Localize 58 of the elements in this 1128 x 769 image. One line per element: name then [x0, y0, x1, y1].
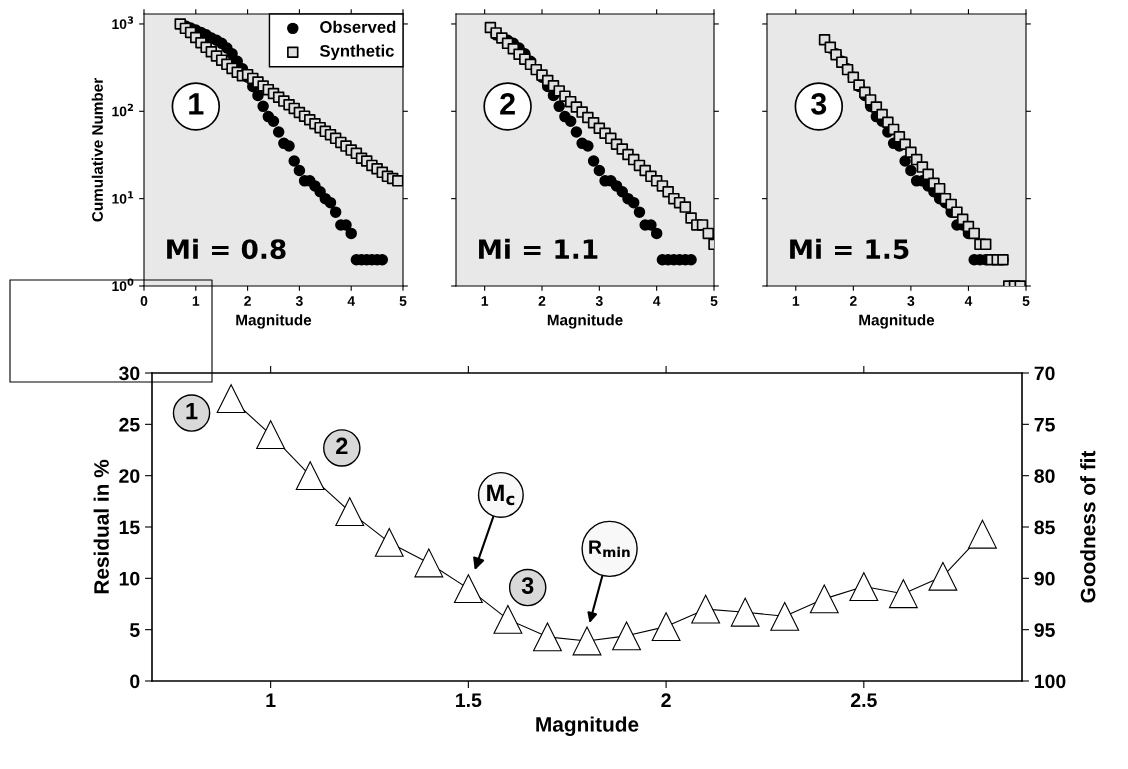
x-tick-label: 2.5 — [850, 693, 877, 708]
x-tick-label: 1 — [792, 296, 800, 306]
annotation: 1 — [186, 402, 198, 420]
x-tick-label: 4 — [964, 296, 973, 306]
x-tick-label: 3 — [907, 296, 915, 306]
y-axis-title: Residual in % — [93, 459, 109, 594]
y-axis-title: Cumulative Number — [91, 78, 103, 222]
y-tick-label: 15 — [119, 520, 140, 535]
annotation: 1 — [189, 93, 204, 115]
y2-axis-title: Goodness of fit — [1080, 450, 1096, 603]
x-tick-label: 3 — [595, 296, 603, 306]
x-tick-label: 2 — [538, 296, 546, 306]
x-tick-label: 4 — [347, 296, 355, 306]
x-tick-label: 3 — [295, 296, 303, 306]
y2-tick-label: 70 — [1034, 366, 1055, 381]
x-axis-title: Magnitude — [859, 314, 935, 329]
y2-tick-label: 95 — [1034, 623, 1055, 637]
y-tick-label: 5 — [129, 623, 140, 637]
annotation: 3 — [811, 93, 827, 115]
x-tick-label: 5 — [1022, 296, 1030, 306]
x-tick-label: 2 — [244, 296, 251, 306]
y2-tick-label: 90 — [1034, 571, 1055, 586]
x-tick-label: 2 — [661, 693, 671, 707]
x-tick-label: 1 — [192, 296, 200, 306]
x-axis-title: Magnitude — [236, 314, 312, 329]
y-tick-label: 10 — [119, 571, 140, 586]
legend-label: Observed — [320, 20, 396, 33]
y2-tick-label: 100 — [1035, 674, 1066, 689]
annotation: Mi = 1.1 — [479, 238, 598, 259]
y-tick-label: 10$^{1}$ — [112, 191, 134, 204]
legend-label: Synthetic — [319, 44, 394, 61]
annotation: 3 — [521, 577, 534, 594]
annotation: M$_{c}$ — [487, 484, 515, 506]
x-axis-title: Magnitude — [536, 716, 639, 736]
x-tick-label: 0 — [140, 296, 148, 306]
annotation: 2 — [336, 437, 348, 455]
x-tick-label: 4 — [653, 296, 661, 306]
annotation: 2 — [500, 93, 515, 115]
x-tick-label: 1 — [481, 296, 489, 306]
y2-tick-label: 80 — [1034, 469, 1055, 483]
annotation: Mi = 0.8 — [167, 238, 286, 260]
y-tick-label: 10$^{3}$ — [112, 16, 134, 30]
x-tick-label: 2 — [849, 296, 857, 306]
annotation: R$_{min}$ — [589, 540, 630, 558]
y-tick-label: 25 — [119, 417, 140, 432]
x-axis-title: Magnitude — [547, 314, 623, 329]
y-tick-label: 0 — [130, 674, 140, 689]
annotation: Mi = 1.5 — [790, 238, 909, 260]
x-tick-label: 5 — [710, 296, 718, 306]
y-tick-label: 20 — [119, 469, 140, 483]
x-tick-label: 1 — [266, 693, 276, 707]
x-tick-label: 5 — [399, 296, 407, 306]
y-tick-label: 10$^{2}$ — [112, 103, 133, 117]
y2-tick-label: 85 — [1034, 520, 1055, 535]
y-tick-label: 10$^{0}$ — [112, 278, 134, 292]
y2-tick-label: 75 — [1034, 418, 1055, 432]
y-tick-label: 30 — [119, 366, 140, 381]
x-tick-label: 1.5 — [456, 693, 482, 708]
